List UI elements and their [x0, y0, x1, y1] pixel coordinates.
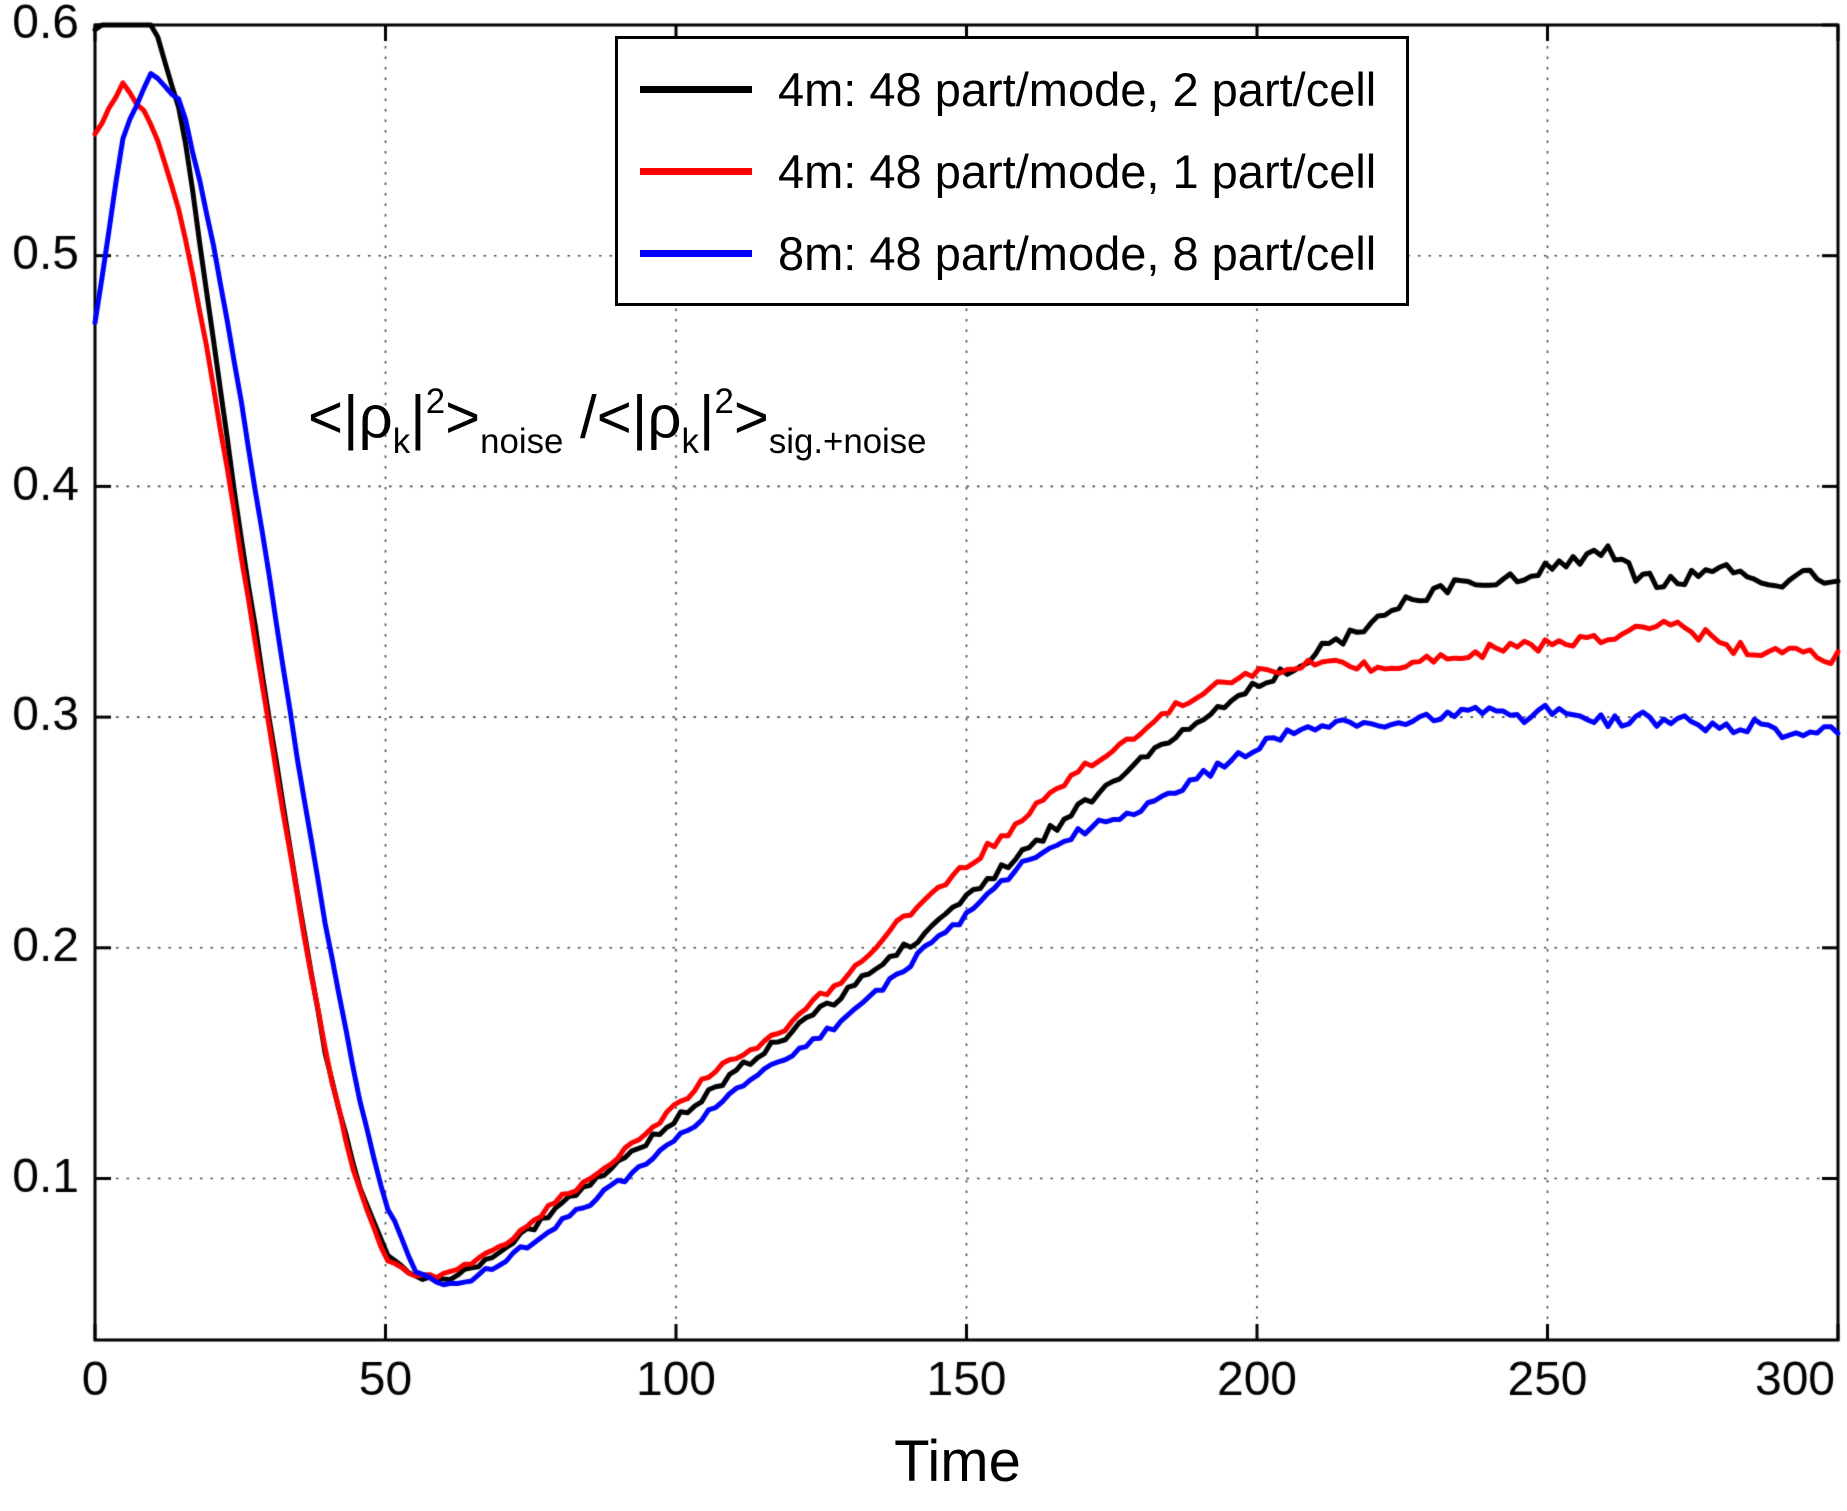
legend-line-swatch-black [640, 85, 752, 93]
legend-line-swatch-red [640, 167, 752, 175]
legend-item: 8m: 48 part/mode, 8 part/cell [640, 217, 1376, 289]
legend-item: 4m: 48 part/mode, 1 part/cell [640, 135, 1376, 207]
legend-label: 8m: 48 part/mode, 8 part/cell [778, 226, 1377, 280]
legend-item: 4m: 48 part/mode, 2 part/cell [640, 53, 1376, 125]
plot-annotation: <|ρk|2>noise /<|ρk|2>sig.+noise [308, 382, 927, 462]
legend: 4m: 48 part/mode, 2 part/cell 4m: 48 par… [615, 36, 1410, 306]
legend-line-swatch-blue [640, 249, 752, 257]
legend-label: 4m: 48 part/mode, 2 part/cell [778, 62, 1377, 116]
legend-label: 4m: 48 part/mode, 1 part/cell [778, 144, 1377, 198]
x-axis-label: Time [894, 1429, 1021, 1494]
